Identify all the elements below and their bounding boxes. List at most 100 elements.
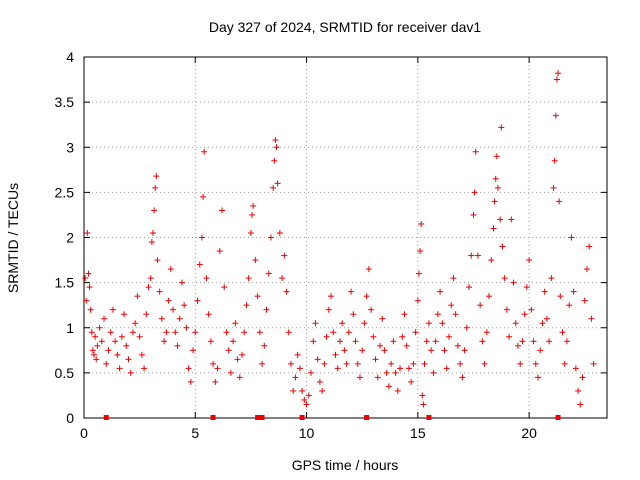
data-point [154,257,161,264]
data-point [493,153,500,160]
data-point [134,293,141,300]
data-point [410,360,417,367]
x-tick-label: 15 [410,425,426,441]
data-point [566,302,573,309]
data-point [250,202,257,209]
data-point [148,239,155,246]
data-point [385,383,392,390]
data-point [543,315,550,322]
data-point [572,365,579,372]
data-point [425,320,432,327]
data-point [586,243,593,250]
data-point [181,302,188,309]
data-point [388,360,395,367]
data-point [590,360,597,367]
data-point [200,193,207,200]
data-point [370,333,377,340]
y-axis-label: SRMTID / TECUs [5,183,21,293]
data-point [541,288,548,295]
data-point [521,311,528,318]
data-point [434,311,441,318]
data-point [92,333,99,340]
data-point [172,329,179,336]
data-point [359,347,366,354]
data-point [361,320,368,327]
data-point [548,275,555,282]
data-point [210,360,217,367]
zero-value-marker [555,415,561,420]
data-point [163,329,170,336]
data-point [528,306,535,313]
data-point [249,211,256,218]
data-point [254,293,261,300]
data-point [365,266,372,273]
data-point [471,189,478,196]
data-point [256,329,263,336]
data-point [403,342,410,349]
data-point [428,347,435,354]
data-point [397,365,404,372]
data-point [328,293,335,300]
data-point [323,333,330,340]
data-point [263,306,270,313]
data-point [561,360,568,367]
zero-value-marker [259,415,265,420]
data-point [374,374,381,381]
data-point [107,329,114,336]
data-point [437,288,444,295]
data-point [174,342,181,349]
data-point [457,360,464,367]
data-point [259,360,266,367]
data-point [243,302,250,309]
data-point [310,338,317,345]
data-point [316,378,323,385]
y-tick-label: 0.5 [55,365,75,381]
x-tick-label: 20 [521,425,537,441]
data-points [82,70,597,420]
data-point [559,329,566,336]
zero-value-marker [364,415,370,420]
data-point [185,365,192,372]
data-point [430,369,437,376]
data-point [461,347,468,354]
data-point [336,338,343,345]
data-point [227,369,234,376]
data-point [405,365,412,372]
data-point [575,387,582,394]
data-point [492,175,499,182]
data-point [201,148,208,155]
zero-value-marker [103,415,109,420]
data-point [350,311,357,318]
data-point [423,338,430,345]
data-point [125,356,132,363]
data-point [294,351,301,358]
grid-lines [84,57,607,418]
data-point [265,270,272,277]
data-point [501,275,508,282]
data-point [118,333,125,340]
data-point [488,257,495,264]
data-point [419,392,426,399]
data-point [103,360,110,367]
data-point [88,329,95,336]
x-tick-label: 0 [80,425,88,441]
data-point [287,360,294,367]
data-point [583,266,590,273]
data-point [348,288,355,295]
data-point [499,243,506,250]
data-point [517,360,524,367]
data-point [225,347,232,354]
data-point [203,275,210,282]
data-point [563,338,570,345]
data-point [491,198,498,205]
data-point [93,356,100,363]
data-point [87,306,94,313]
x-tick-label: 5 [191,425,199,441]
data-point [241,329,248,336]
data-point [94,342,101,349]
data-point [394,387,401,394]
data-point [216,248,223,255]
data-point [198,234,205,241]
data-point [218,207,225,214]
data-point [553,76,560,83]
